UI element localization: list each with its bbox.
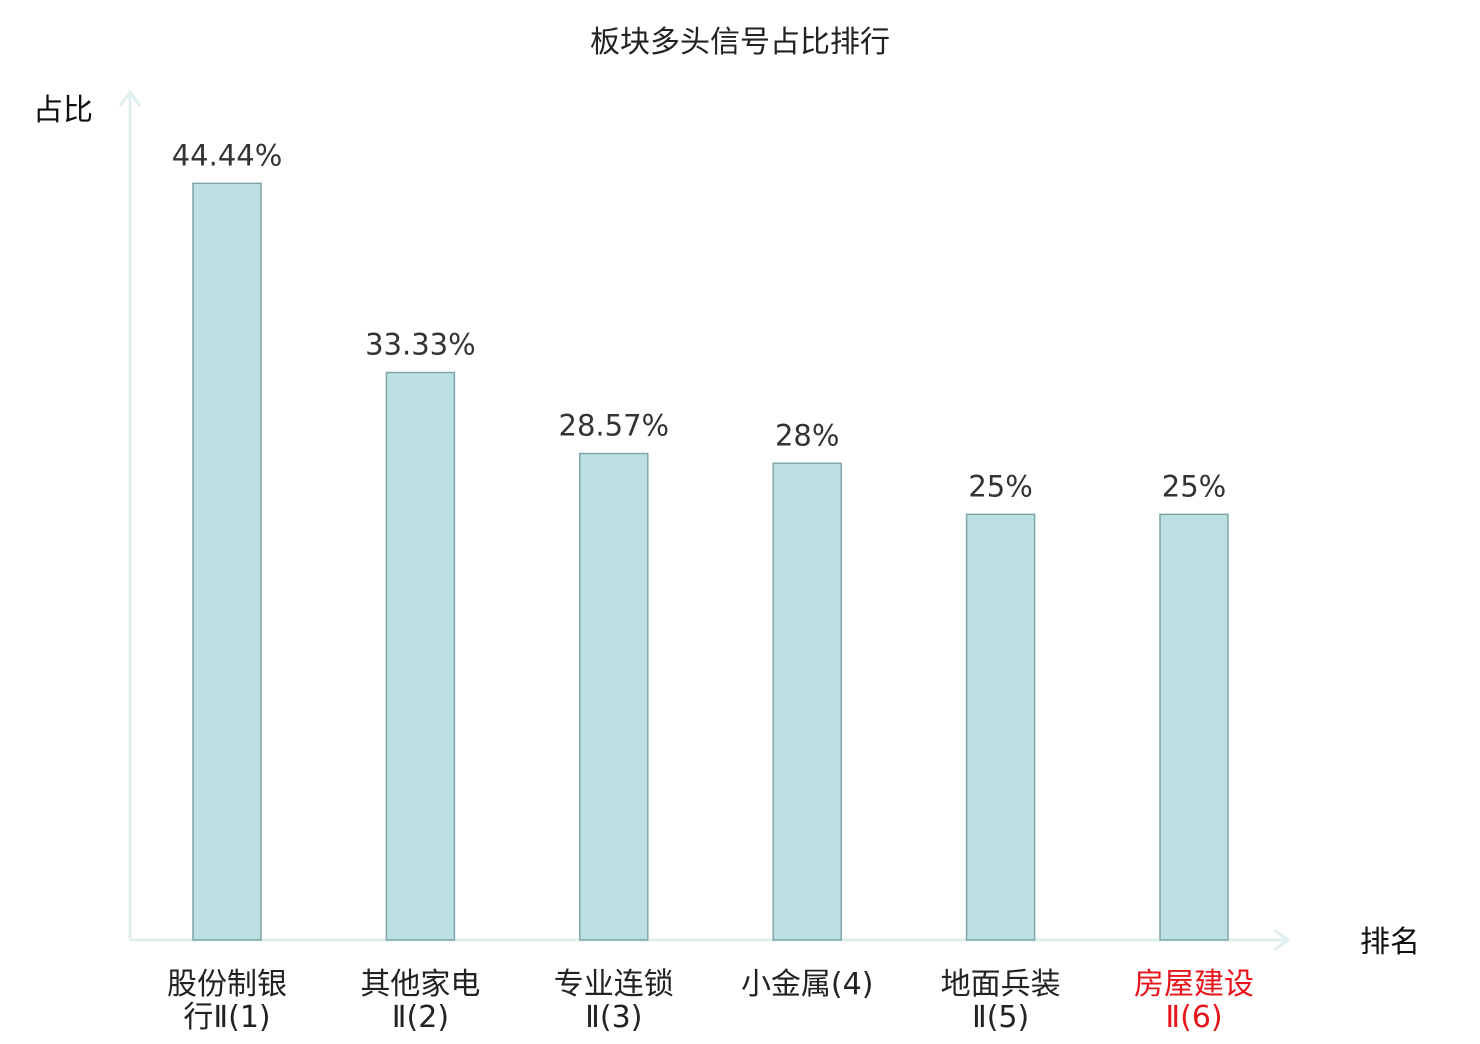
x-tick-label: Ⅱ(5) bbox=[972, 1000, 1029, 1035]
data-label: 28% bbox=[775, 418, 839, 452]
bar bbox=[772, 462, 842, 941]
data-label: 25% bbox=[1162, 469, 1226, 503]
x-tick-label: 其他家电 bbox=[360, 967, 480, 1002]
x-tick-label: 小金属(4) bbox=[741, 967, 874, 1002]
data-label: 25% bbox=[968, 469, 1032, 503]
x-tick-label: Ⅱ(2) bbox=[392, 1000, 449, 1035]
x-tick-label: 股份制银 bbox=[167, 967, 287, 1002]
x-tick-label: 地面兵装 bbox=[941, 967, 1061, 1002]
data-label: 33.33% bbox=[365, 327, 476, 361]
axes bbox=[118, 89, 1291, 952]
x-axis-label: 排名 bbox=[1360, 925, 1420, 960]
x-tick-label: Ⅱ(3) bbox=[585, 1000, 642, 1035]
data-label: 28.57% bbox=[559, 409, 670, 443]
bar bbox=[192, 182, 262, 941]
x-tick-label: 行Ⅱ(1) bbox=[183, 1000, 270, 1035]
x-axis-arrow-icon bbox=[1273, 928, 1291, 952]
chart-title: 板块多头信号占比排行 bbox=[590, 25, 890, 60]
y-axis-label: 占比 bbox=[33, 93, 93, 128]
bar bbox=[965, 513, 1036, 941]
value-labels-group: 44.44% 33.33% 28.57% 28% 25% 25% bbox=[172, 138, 1227, 503]
bars-group bbox=[192, 182, 1229, 941]
x-tick-label: 房屋建设 bbox=[1134, 967, 1254, 1002]
bar bbox=[1159, 513, 1229, 941]
y-axis-arrow-icon bbox=[118, 89, 142, 107]
bar bbox=[385, 371, 456, 941]
bar bbox=[579, 452, 649, 941]
x-tick-label: 专业连锁 bbox=[554, 967, 674, 1002]
x-tick-label: Ⅱ(6) bbox=[1165, 1000, 1222, 1035]
data-label: 44.44% bbox=[172, 138, 283, 172]
